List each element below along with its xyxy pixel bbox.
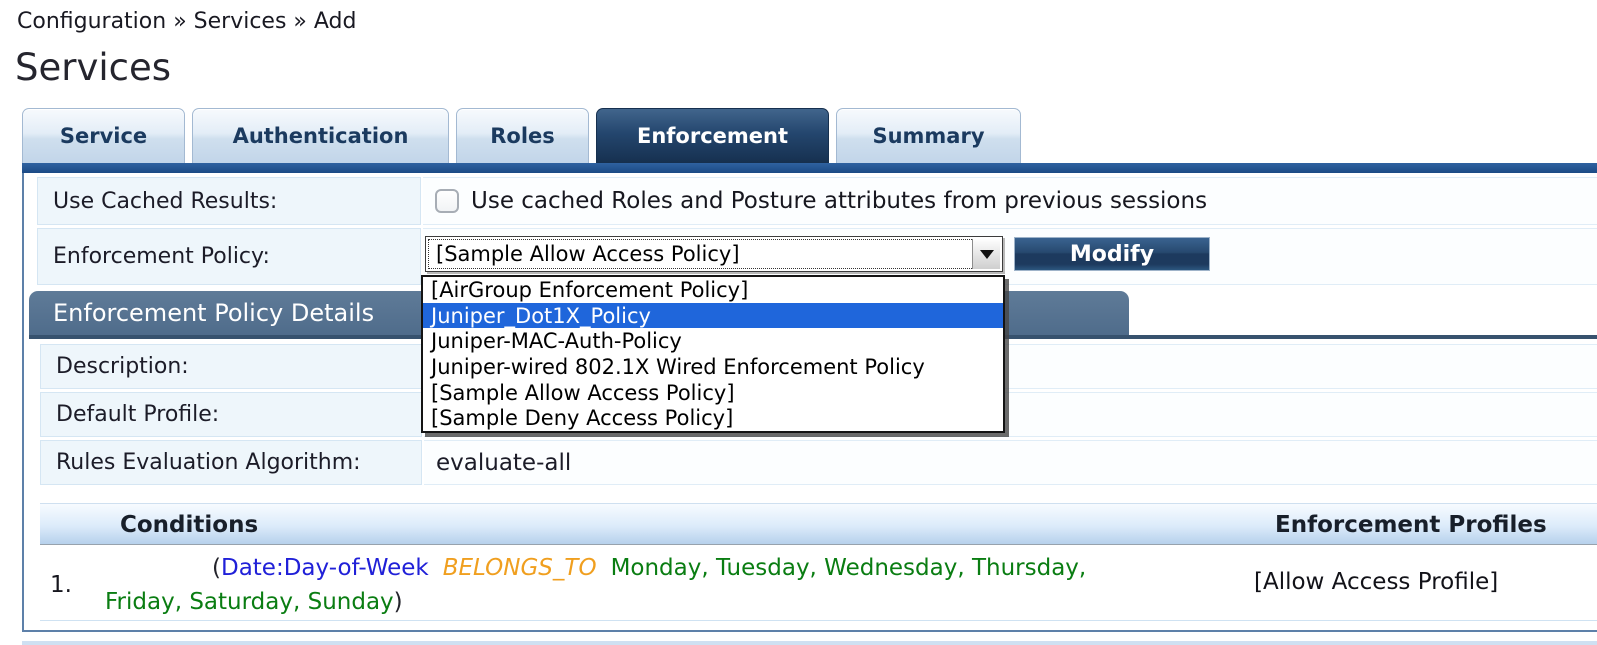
enforcement-profiles-column-header: Enforcement Profiles [1275, 512, 1547, 538]
use-cached-checkbox-label: Use cached Roles and Posture attributes … [471, 188, 1208, 214]
tab-summary[interactable]: Summary [836, 108, 1021, 163]
rules-evaluation-value: evaluate-all [424, 440, 1597, 485]
enforcement-policy-select[interactable]: [Sample Allow Access Policy] [425, 236, 1003, 272]
condition-attribute: Date:Day-of-Week [220, 555, 429, 581]
description-label: Description: [40, 344, 422, 389]
footer-strip [22, 641, 1597, 645]
tab-roles[interactable]: Roles [456, 108, 589, 163]
enforcement-policy-label: Enforcement Policy: [37, 228, 421, 285]
conditions-column-header: Conditions [120, 512, 259, 538]
condition-close-paren: ) [393, 589, 403, 615]
enforcement-profile-cell: [Allow Access Profile] [1254, 569, 1499, 595]
use-cached-checkbox[interactable] [435, 189, 459, 213]
dropdown-option[interactable]: [AirGroup Enforcement Policy] [431, 278, 749, 302]
use-cached-label: Use Cached Results: [37, 177, 421, 225]
dropdown-option[interactable]: Juniper-MAC-Auth-Policy [431, 329, 682, 354]
condition-value-line2: Friday, Saturday, Sunday [105, 589, 394, 615]
breadcrumb[interactable]: Configuration » Services » Add [17, 9, 357, 34]
tab-underline [22, 163, 1597, 173]
dropdown-option[interactable]: [Sample Deny Access Policy] [431, 406, 734, 431]
condition-row: 1. (Date:Day-of-Week BELONGS_TO Monday, Tu… [40, 546, 1597, 621]
dropdown-option[interactable]: Juniper-wired 802.1X Wired Enforcement P… [431, 355, 925, 380]
condition-value-line1: Monday, Tuesday, Wednesday, Thursday, [610, 555, 1087, 581]
condition-number: 1. [50, 572, 72, 598]
modify-button[interactable]: Modify [1014, 237, 1210, 271]
tab-authentication[interactable]: Authentication [192, 108, 449, 163]
tab-bar: Service Authentication Roles Enforcement… [22, 108, 1021, 163]
rules-evaluation-label: Rules Evaluation Algorithm: [40, 440, 422, 485]
dropdown-option[interactable]: [Sample Allow Access Policy] [431, 380, 735, 405]
page-title: Services [15, 46, 172, 89]
chevron-down-icon[interactable] [972, 239, 1000, 269]
use-cached-value: Use cached Roles and Posture attributes … [423, 177, 1597, 225]
default-profile-label: Default Profile: [40, 392, 422, 437]
dropdown-option-highlighted[interactable]: Juniper_Dot1X_Policy [423, 302, 1003, 329]
tab-service[interactable]: Service [22, 108, 185, 163]
tab-enforcement[interactable]: Enforcement [596, 108, 829, 163]
conditions-table: Conditions Enforcement Profiles 1. (Date… [40, 503, 1597, 622]
condition-operator: BELONGS_TO [442, 555, 597, 581]
enforcement-panel: Use Cached Results: Use cached Roles and… [22, 173, 1597, 632]
enforcement-policy-selected-value: [Sample Allow Access Policy] [436, 242, 740, 266]
condition-expression: (Date:Day-of-Week BELONGS_TO Monday, Tuesd… [95, 551, 1235, 619]
conditions-table-header: Conditions Enforcement Profiles [40, 503, 1597, 545]
enforcement-policy-listbox: [AirGroup Enforcement Policy] Juniper_Do… [421, 275, 1005, 433]
condition-open-paren: ( [212, 555, 221, 581]
